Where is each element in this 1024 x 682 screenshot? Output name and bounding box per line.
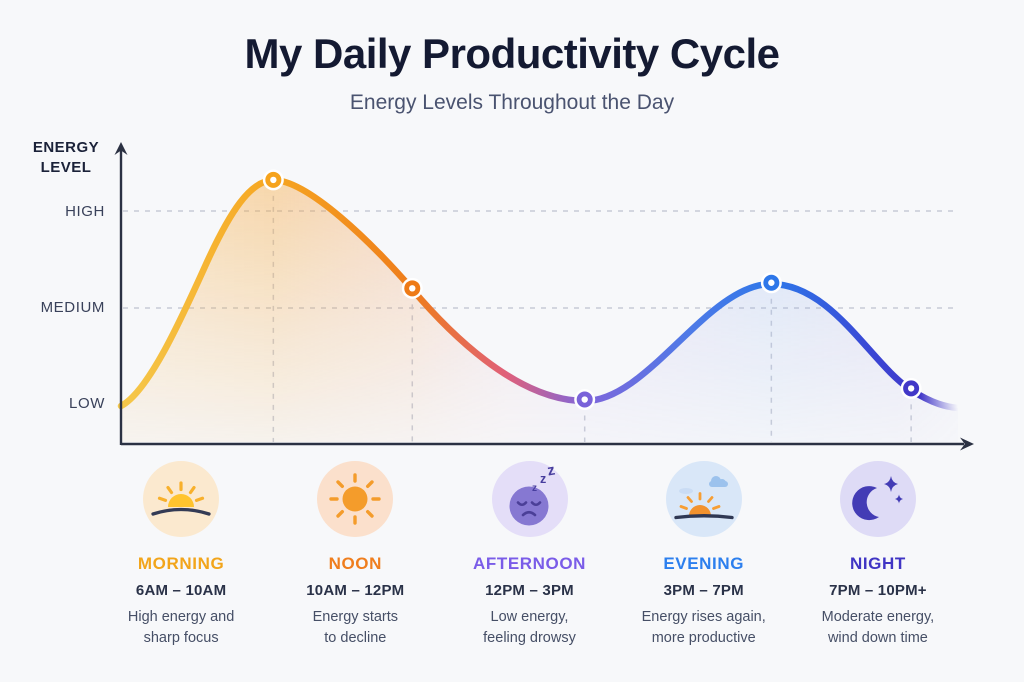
legend-desc-noon: Energy starts to decline (312, 609, 399, 646)
legend-desc-morning: High energy and sharp focus (127, 609, 235, 646)
legend-row: MORNING 6AM – 10AM High energy and sharp… (94, 461, 965, 648)
evening-circle (665, 461, 742, 537)
axes (119, 150, 964, 446)
legend-label-night: NIGHT (849, 554, 906, 573)
morning-circle (143, 461, 220, 537)
y-tick-high: HIGH (65, 203, 105, 220)
legend-desc-afternoon: Low energy, feeling drowsy (483, 609, 576, 646)
legend-label-evening: EVENING (663, 554, 745, 573)
legend-time-evening: 3PM – 7PM (663, 582, 744, 599)
legend-desc-night: Moderate energy, wind down time (821, 609, 935, 646)
y-tick-low: LOW (69, 395, 105, 412)
sunrise-icon (151, 481, 211, 516)
legend-item-evening: EVENING 3PM – 7PM Energy rises again, mo… (617, 461, 791, 648)
x-axis-arrow (960, 437, 974, 451)
svg-text:z: z (532, 483, 537, 494)
data-point-marker (900, 377, 922, 399)
noon-circle (317, 461, 394, 537)
legend-item-afternoon: z z z AFTERNOON 12PM – 3PM Low energy, f… (442, 461, 616, 648)
data-point-markers (262, 169, 922, 411)
sun-icon (329, 473, 381, 525)
y-tick-medium: MEDIUM (40, 299, 105, 316)
data-point-marker (262, 169, 284, 191)
legend-time-afternoon: 12PM – 3PM (485, 582, 574, 599)
legend-time-night: 7PM – 10PM+ (829, 582, 927, 599)
legend-time-noon: 10AM – 12PM (306, 582, 405, 599)
svg-text:z: z (540, 472, 546, 486)
legend-item-night: NIGHT 7PM – 10PM+ Moderate energy, wind … (791, 461, 965, 648)
legend-label-afternoon: AFTERNOON (472, 554, 587, 573)
sleepy-face-icon: z z z (509, 462, 556, 526)
data-point-marker (760, 272, 782, 294)
legend-item-morning: MORNING 6AM – 10AM High energy and sharp… (94, 461, 268, 648)
page-subtitle: Energy Levels Throughout the Day (349, 91, 675, 114)
legend-item-noon: NOON 10AM – 12PM Energy starts to declin… (268, 461, 442, 648)
night-circle (839, 461, 916, 537)
svg-text:z: z (545, 462, 555, 480)
data-point-marker (574, 389, 596, 411)
curve-line (117, 176, 962, 412)
afternoon-circle: z z z (491, 461, 568, 537)
moon-stars-icon (852, 476, 903, 521)
curve-area (121, 180, 958, 442)
legend-time-morning: 6AM – 10AM (135, 582, 227, 599)
legend-desc-evening: Energy rises again, more productive (641, 609, 766, 646)
legend-label-morning: MORNING (137, 554, 225, 573)
legend-label-noon: NOON (328, 554, 382, 573)
data-point-marker (401, 277, 423, 299)
sunset-icon (674, 476, 734, 520)
y-axis-title: ENERGY LEVEL (32, 139, 100, 176)
y-axis-arrow (114, 142, 128, 155)
page-title: My Daily Productivity Cycle (244, 30, 780, 77)
